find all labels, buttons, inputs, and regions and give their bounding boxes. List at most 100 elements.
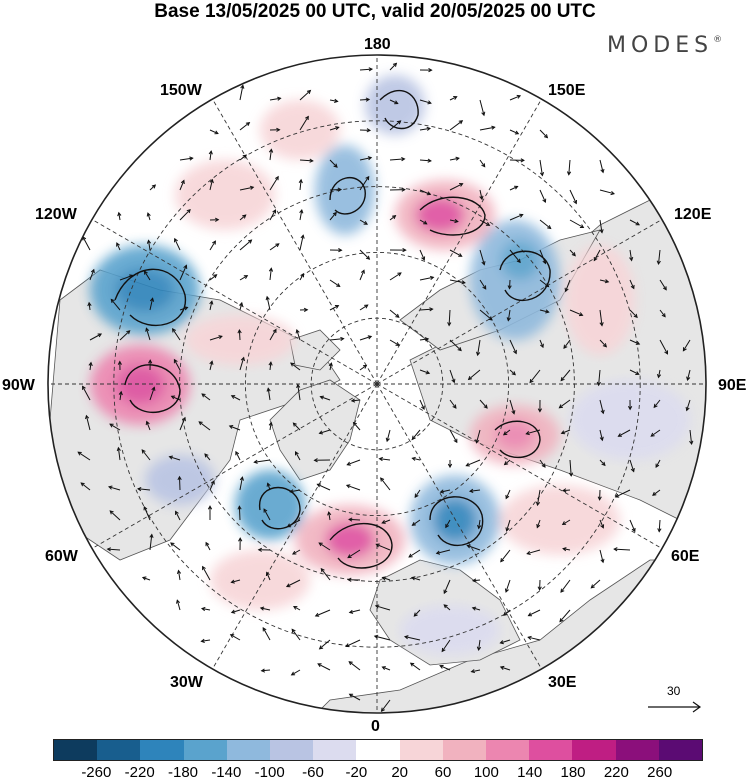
wind-arrow: [686, 369, 691, 381]
wind-arrow: [269, 209, 276, 221]
wind-arrow: [291, 628, 301, 641]
wind-arrow: [503, 609, 511, 616]
wind-arrow: [318, 542, 331, 551]
wind-arrow: [230, 395, 241, 401]
wind-arrow: [230, 609, 241, 614]
anomaly-patch: [565, 245, 635, 355]
colorbar-tick-label: -60: [302, 764, 324, 781]
wind-arrow: [235, 450, 241, 461]
wind-arrow: [629, 369, 640, 375]
wind-arrow: [298, 178, 303, 191]
wind-arrow: [350, 398, 361, 403]
wind-arrow: [389, 215, 397, 221]
wind-arrow: [345, 639, 361, 648]
wind-arrow: [268, 267, 274, 281]
wind-arrow: [316, 483, 331, 491]
wind-arrow: [381, 576, 391, 581]
wind-arrow: [88, 361, 93, 371]
wind-arrow: [346, 459, 361, 466]
wind-arrow: [419, 126, 432, 131]
wind-arrow: [146, 212, 151, 221]
wind-arrow: [569, 249, 576, 257]
wind-arrow: [419, 67, 433, 73]
wind-arrow: [389, 120, 402, 131]
wind-arrow: [268, 421, 273, 431]
wind-arrow: [414, 489, 421, 498]
wind-arrow: [389, 309, 400, 318]
wind-arrow: [269, 127, 281, 132]
wind-arrow: [561, 488, 571, 493]
wind-arrow: [141, 576, 151, 581]
colorbar-swatch: [97, 740, 141, 760]
colorbar-swatch: [486, 740, 530, 760]
wind-arrow: [536, 519, 541, 529]
wind-arrow: [558, 399, 571, 409]
colorbar-tick-label: -20: [345, 764, 368, 781]
wind-arrow: [629, 519, 636, 533]
wind-arrow: [229, 634, 241, 641]
wind-arrow: [539, 309, 550, 314]
wind-arrow: [118, 390, 123, 401]
wind-arrow: [269, 328, 277, 341]
wind-arrow: [537, 579, 542, 591]
wind-arrow: [479, 249, 486, 266]
wind-arrow: [449, 249, 463, 257]
wind-arrow: [499, 639, 511, 645]
wind-arrow: [509, 158, 525, 163]
colorbar-tick-label: 20: [391, 764, 408, 781]
wind-arrow: [656, 249, 661, 266]
wind-arrow: [659, 309, 666, 318]
wind-arrow: [348, 693, 361, 701]
wind-arrow: [509, 399, 516, 415]
wind-arrow: [505, 519, 511, 532]
wind-arrow: [445, 519, 451, 529]
wind-arrow: [257, 547, 271, 552]
wind-arrow: [467, 369, 481, 381]
wind-arrow: [239, 476, 244, 491]
wind-arrow: [411, 429, 421, 441]
wind-arrow: [590, 579, 601, 589]
wind-arrow: [265, 571, 271, 581]
lon-label-120w: 120W: [35, 206, 77, 223]
wind-arrow: [419, 219, 428, 225]
wind-arrow: [149, 184, 157, 191]
colorbar-tick-label: 260: [647, 764, 673, 781]
wind-arrow: [596, 369, 602, 387]
anomaly-patch: [570, 380, 690, 460]
wind-arrow: [173, 358, 181, 371]
wind-arrow: [685, 399, 691, 412]
wind-arrow: [657, 519, 662, 533]
wind-arrow: [239, 356, 245, 371]
lon-label-120e: 120E: [674, 206, 712, 223]
wind-arrow: [209, 178, 214, 191]
wind-arrow: [327, 511, 332, 521]
latitude-circle: [113, 120, 641, 648]
wind-arrow: [559, 609, 571, 623]
wind-arrow: [504, 579, 511, 593]
meridian-line: [376, 219, 663, 385]
wind-arrow: [689, 429, 694, 446]
wind-arrow: [329, 126, 340, 131]
wind-arrow: [204, 453, 211, 461]
wind-arrow: [449, 120, 464, 131]
colorbar-swatch: [226, 740, 271, 760]
wind-arrow: [381, 666, 391, 671]
wind-arrow: [285, 579, 301, 588]
wind-arrow: [314, 609, 331, 617]
wind-arrow: [117, 211, 122, 221]
wind-arrow: [385, 429, 391, 443]
wind-arrow: [136, 486, 151, 492]
wind-arrow: [629, 339, 641, 345]
wind-arrow: [682, 339, 691, 352]
circulation-streamlines: [114, 89, 551, 569]
wind-arrow: [629, 219, 641, 226]
wind-arrow: [290, 362, 301, 371]
wind-arrow: [659, 279, 667, 291]
greenland: [269, 379, 361, 481]
wind-arrow: [266, 387, 271, 401]
wind-arrow: [179, 416, 186, 431]
wind-arrow: [359, 67, 374, 72]
wind-arrow: [237, 328, 242, 341]
wind-arrow: [509, 129, 520, 135]
wind-arrow: [209, 274, 218, 281]
